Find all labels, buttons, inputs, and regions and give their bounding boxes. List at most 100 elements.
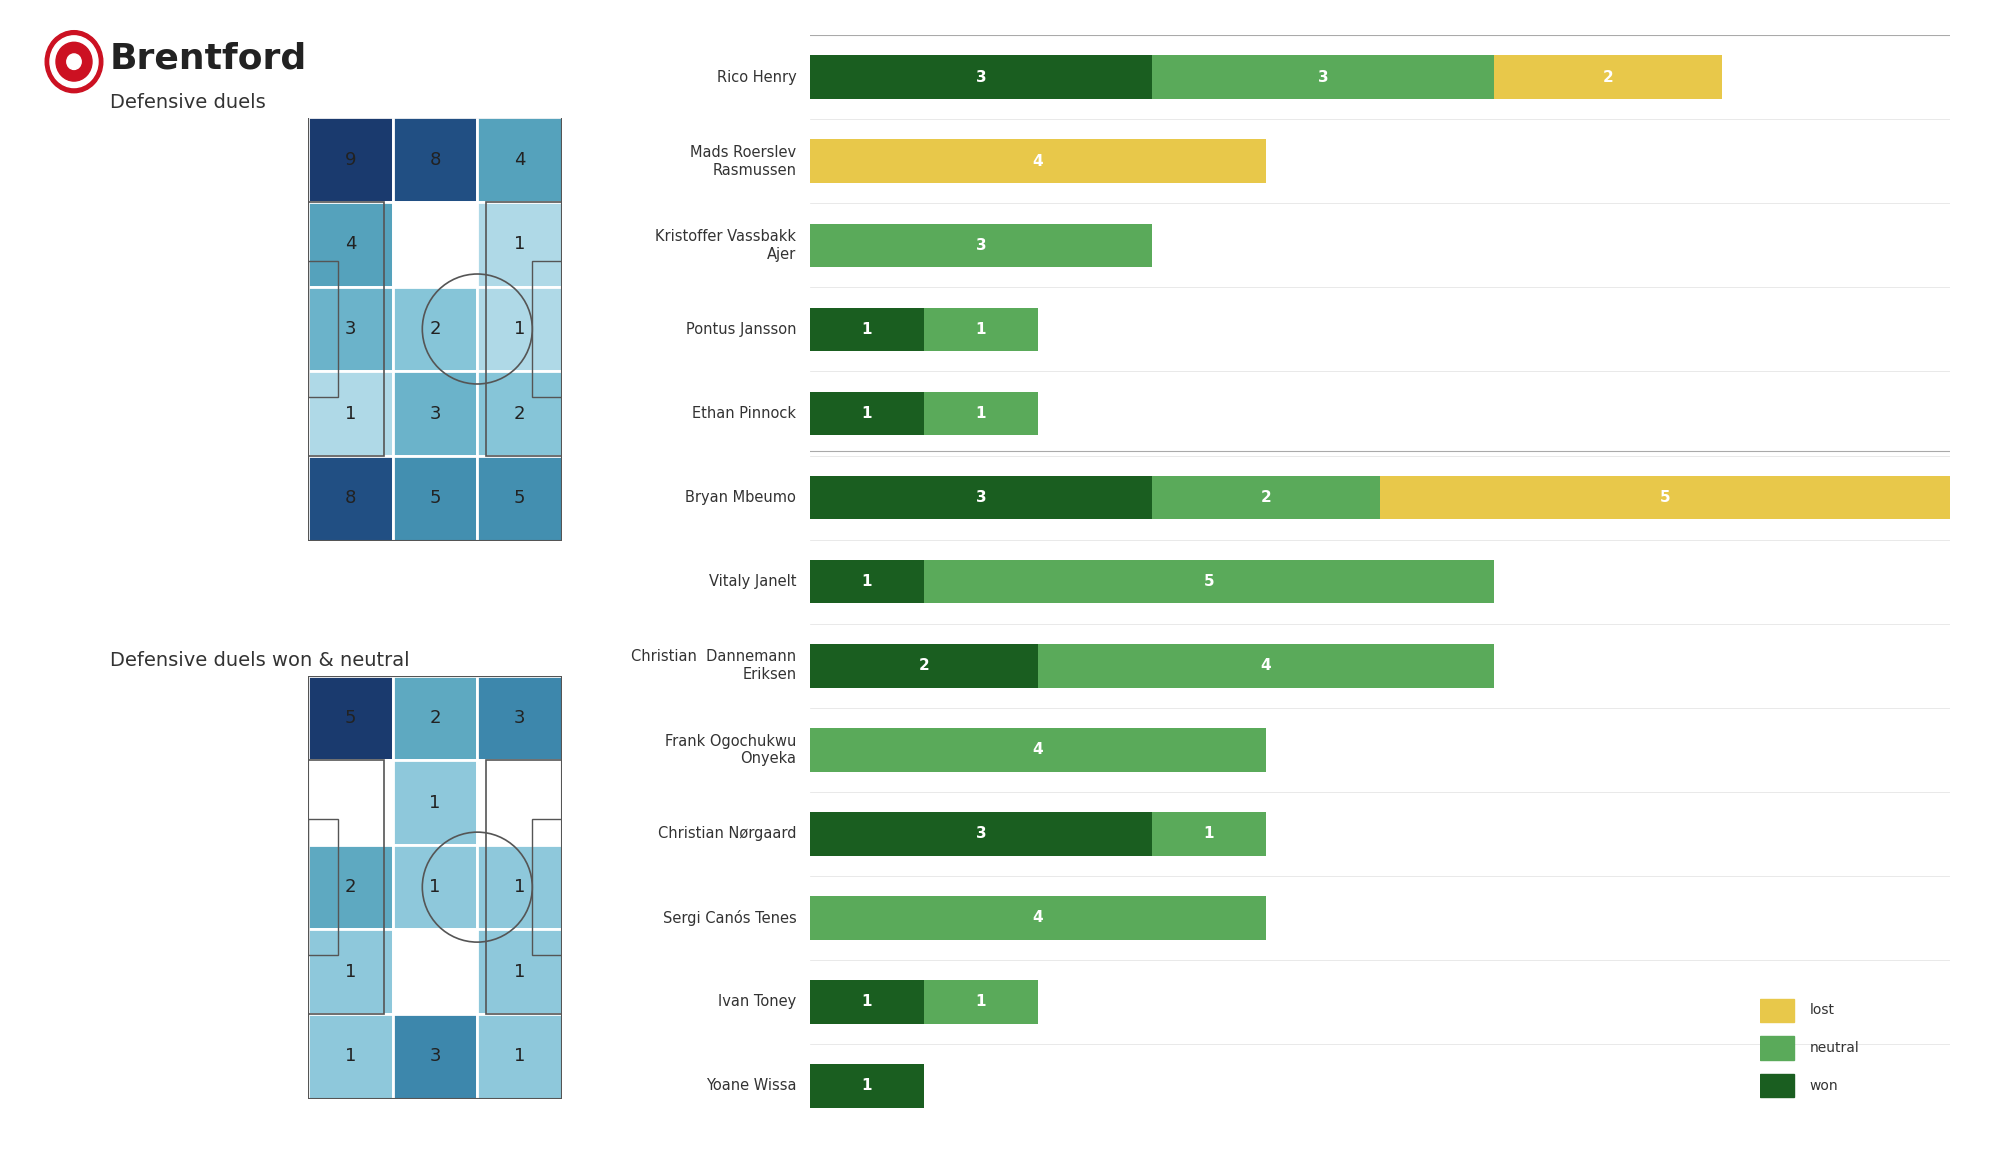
Bar bbox=[1494, 55, 1722, 99]
Text: 1: 1 bbox=[862, 407, 872, 421]
Text: 4: 4 bbox=[1032, 911, 1044, 926]
Text: 3: 3 bbox=[344, 320, 356, 338]
Bar bbox=[308, 202, 384, 456]
Bar bbox=[810, 727, 1266, 772]
Bar bbox=[1760, 1036, 1794, 1060]
Bar bbox=[1760, 999, 1794, 1022]
Bar bbox=[924, 980, 1038, 1023]
Text: won: won bbox=[1810, 1079, 1838, 1093]
Bar bbox=[308, 371, 392, 456]
Text: 1: 1 bbox=[514, 878, 526, 897]
Bar bbox=[478, 371, 562, 456]
Bar bbox=[1380, 476, 1950, 519]
Text: 1: 1 bbox=[862, 575, 872, 589]
Bar bbox=[308, 202, 392, 287]
Bar bbox=[308, 929, 392, 1014]
Bar bbox=[478, 456, 562, 540]
Text: 1: 1 bbox=[344, 962, 356, 981]
Bar bbox=[308, 456, 392, 540]
Text: 1: 1 bbox=[1204, 826, 1214, 841]
Bar bbox=[308, 287, 392, 371]
Bar bbox=[308, 819, 338, 955]
Bar bbox=[1152, 55, 1494, 99]
Bar bbox=[308, 1014, 392, 1099]
Bar bbox=[810, 812, 1152, 855]
Bar bbox=[392, 202, 478, 287]
Bar bbox=[478, 287, 562, 371]
Bar bbox=[810, 897, 1266, 940]
Text: 4: 4 bbox=[344, 235, 356, 254]
Bar bbox=[392, 845, 478, 929]
Bar bbox=[392, 760, 478, 845]
Text: Defensive duels won & neutral: Defensive duels won & neutral bbox=[110, 651, 410, 670]
Text: 1: 1 bbox=[344, 404, 356, 423]
Bar bbox=[924, 308, 1038, 351]
Bar bbox=[1038, 644, 1494, 687]
Circle shape bbox=[56, 42, 92, 81]
Bar bbox=[810, 55, 1152, 99]
Bar bbox=[308, 760, 384, 1014]
Text: 2: 2 bbox=[514, 404, 526, 423]
Text: Ivan Toney: Ivan Toney bbox=[718, 994, 796, 1009]
Text: 1: 1 bbox=[514, 962, 526, 981]
Text: 1: 1 bbox=[976, 994, 986, 1009]
Text: 9: 9 bbox=[344, 150, 356, 169]
Text: Ethan Pinnock: Ethan Pinnock bbox=[692, 407, 796, 421]
Text: 3: 3 bbox=[976, 490, 986, 505]
Bar bbox=[810, 644, 1038, 687]
Text: 1: 1 bbox=[514, 235, 526, 254]
Bar bbox=[478, 676, 562, 760]
Text: 5: 5 bbox=[344, 709, 356, 727]
Text: Vitaly Janelt: Vitaly Janelt bbox=[708, 575, 796, 589]
Bar bbox=[810, 140, 1266, 183]
Bar bbox=[478, 1014, 562, 1099]
Bar bbox=[308, 118, 392, 202]
Bar bbox=[308, 676, 392, 760]
Text: 4: 4 bbox=[1260, 658, 1272, 673]
Text: 1: 1 bbox=[344, 1047, 356, 1066]
Bar bbox=[478, 845, 562, 929]
Text: 1: 1 bbox=[514, 1047, 526, 1066]
Bar bbox=[532, 261, 562, 397]
Text: Brentford: Brentford bbox=[110, 41, 308, 75]
Bar bbox=[486, 760, 562, 1014]
Text: 1: 1 bbox=[430, 878, 440, 897]
Text: 8: 8 bbox=[430, 150, 440, 169]
Bar bbox=[1760, 1074, 1794, 1097]
Bar bbox=[478, 929, 562, 1014]
Text: lost: lost bbox=[1810, 1003, 1834, 1018]
Bar bbox=[478, 202, 562, 287]
Text: 2: 2 bbox=[1602, 69, 1614, 85]
Text: Kristoffer Vassbakk
Ajer: Kristoffer Vassbakk Ajer bbox=[656, 229, 796, 262]
Text: 1: 1 bbox=[976, 322, 986, 337]
Text: 2: 2 bbox=[344, 878, 356, 897]
Text: 3: 3 bbox=[976, 826, 986, 841]
Bar bbox=[392, 287, 478, 371]
Text: 3: 3 bbox=[430, 1047, 440, 1066]
Text: 3: 3 bbox=[976, 69, 986, 85]
Text: 1: 1 bbox=[430, 793, 440, 812]
Text: Rico Henry: Rico Henry bbox=[716, 69, 796, 85]
Text: neutral: neutral bbox=[1810, 1041, 1860, 1055]
Bar bbox=[392, 929, 478, 1014]
Text: 2: 2 bbox=[430, 709, 440, 727]
Text: 3: 3 bbox=[1318, 69, 1328, 85]
Bar bbox=[308, 760, 392, 845]
Text: 4: 4 bbox=[514, 150, 526, 169]
Text: 1: 1 bbox=[514, 320, 526, 338]
Bar bbox=[392, 676, 478, 760]
Text: 3: 3 bbox=[430, 404, 440, 423]
Text: 4: 4 bbox=[1032, 154, 1044, 169]
Text: 5: 5 bbox=[1660, 490, 1670, 505]
Bar bbox=[810, 476, 1152, 519]
Bar bbox=[392, 118, 478, 202]
Bar bbox=[810, 391, 924, 436]
Text: 2: 2 bbox=[430, 320, 440, 338]
Bar bbox=[392, 1014, 478, 1099]
Text: 8: 8 bbox=[344, 489, 356, 508]
Text: Sergi Canós Tenes: Sergi Canós Tenes bbox=[662, 909, 796, 926]
Bar bbox=[392, 371, 478, 456]
Bar bbox=[924, 559, 1494, 604]
Bar bbox=[810, 308, 924, 351]
Text: 5: 5 bbox=[514, 489, 526, 508]
